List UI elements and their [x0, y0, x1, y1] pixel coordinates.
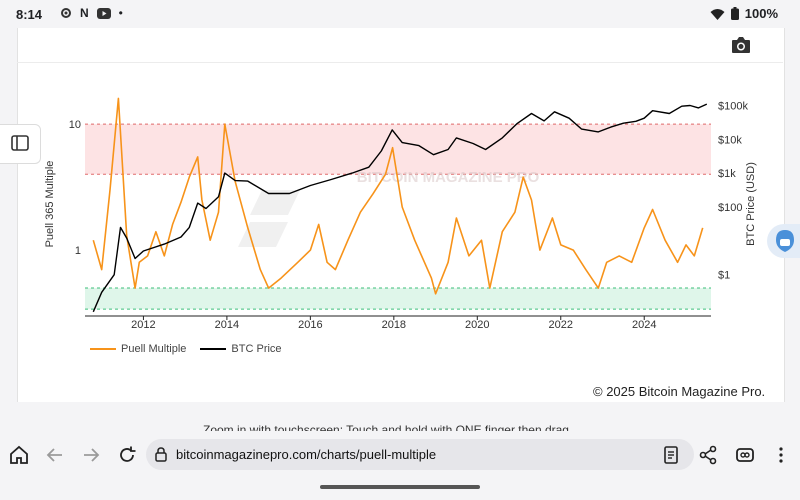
chart-legend: Puell Multiple BTC Price — [90, 343, 282, 355]
x-tick-label: 2024 — [632, 319, 656, 331]
back-arrow-icon[interactable] — [44, 444, 66, 466]
battery-icon — [730, 7, 739, 20]
reader-mode-icon[interactable] — [660, 444, 682, 466]
legend-label-btc: BTC Price — [231, 343, 282, 355]
share-icon[interactable] — [697, 444, 719, 466]
lock-icon — [155, 447, 167, 462]
url-text: bitcoinmagazinepro.com/charts/puell-mult… — [176, 447, 437, 462]
left-tick-label: 1 — [75, 245, 81, 257]
home-icon[interactable] — [8, 444, 30, 466]
legend-swatch-btc — [200, 348, 227, 350]
right-tick-label: $1k — [718, 168, 736, 180]
right-axis-label: BTC Price (USD) — [745, 162, 757, 246]
left-axis-label: Puell 365 Multiple — [44, 161, 56, 248]
left-axis-ticks: 10 1 — [69, 119, 81, 257]
sidebar-icon — [11, 135, 29, 151]
status-notification-icons: N • — [60, 6, 123, 20]
right-tick-label: $10k — [718, 134, 742, 146]
right-axis-ticks: $100k $10k $1k $100 $1 — [718, 100, 748, 281]
screenshot-camera-button[interactable] — [728, 34, 754, 56]
right-tick-label: $1 — [718, 270, 730, 282]
status-time: 8:14 — [16, 7, 43, 22]
legend-swatch-puell — [90, 348, 116, 350]
x-tick-label: 2022 — [549, 319, 573, 331]
undervalued-green-band — [85, 288, 711, 310]
svg-text:BITCOIN MAGAZINE PRO: BITCOIN MAGAZINE PRO — [357, 169, 540, 186]
settings-gear-icon — [61, 8, 71, 18]
tabs-icon[interactable] — [734, 444, 756, 466]
legend-item-btc[interactable]: BTC Price — [200, 343, 282, 355]
status-bar: 8:14 N • 100% — [0, 0, 800, 28]
battery-percent: 100% — [744, 6, 778, 21]
legend-item-puell[interactable]: Puell Multiple — [90, 343, 186, 355]
reload-icon[interactable] — [116, 444, 138, 466]
left-tick-label: 10 — [69, 119, 81, 131]
x-tick-label: 2016 — [298, 319, 322, 331]
camera-icon — [732, 37, 750, 53]
more-menu-icon[interactable] — [770, 444, 792, 466]
right-tick-label: $100 — [718, 202, 742, 214]
youtube-icon — [96, 7, 111, 19]
copyright-text: © 2025 Bitcoin Magazine Pro. — [593, 384, 766, 399]
right-tick-label: $100k — [718, 100, 748, 112]
browser-toolbar: bitcoinmagazinepro.com/charts/puell-mult… — [0, 431, 800, 500]
address-bar[interactable]: bitcoinmagazinepro.com/charts/puell-mult… — [146, 439, 694, 470]
btc-price-series-line — [92, 103, 708, 313]
x-axis-ticks: 2012 2014 2016 2018 2020 2022 2024 — [131, 316, 656, 331]
watermark: BITCOIN MAGAZINE PRO — [238, 169, 540, 247]
puell-multiple-series-line — [92, 97, 704, 295]
floating-assistant-button[interactable] — [767, 224, 800, 258]
card-divider — [17, 62, 783, 63]
x-tick-label: 2020 — [465, 319, 489, 331]
assistant-icon — [776, 230, 794, 252]
forward-arrow-icon[interactable] — [80, 444, 102, 466]
x-tick-label: 2014 — [215, 319, 239, 331]
zoom-hint-text: Zoom in with touchscreen: Touch and hold… — [203, 423, 573, 434]
x-tick-label: 2012 — [131, 319, 155, 331]
x-tick-label: 2018 — [382, 319, 406, 331]
chart-card — [17, 28, 785, 402]
overvalued-red-band — [85, 124, 711, 175]
gesture-home-indicator — [320, 485, 480, 489]
sidebar-toggle-button[interactable] — [0, 124, 41, 164]
wifi-icon — [710, 8, 725, 20]
n-notification-icon: N — [80, 6, 89, 20]
status-system-icons: 100% — [710, 6, 778, 21]
more-notifications-dot: • — [118, 6, 123, 20]
legend-label-puell: Puell Multiple — [121, 343, 187, 355]
